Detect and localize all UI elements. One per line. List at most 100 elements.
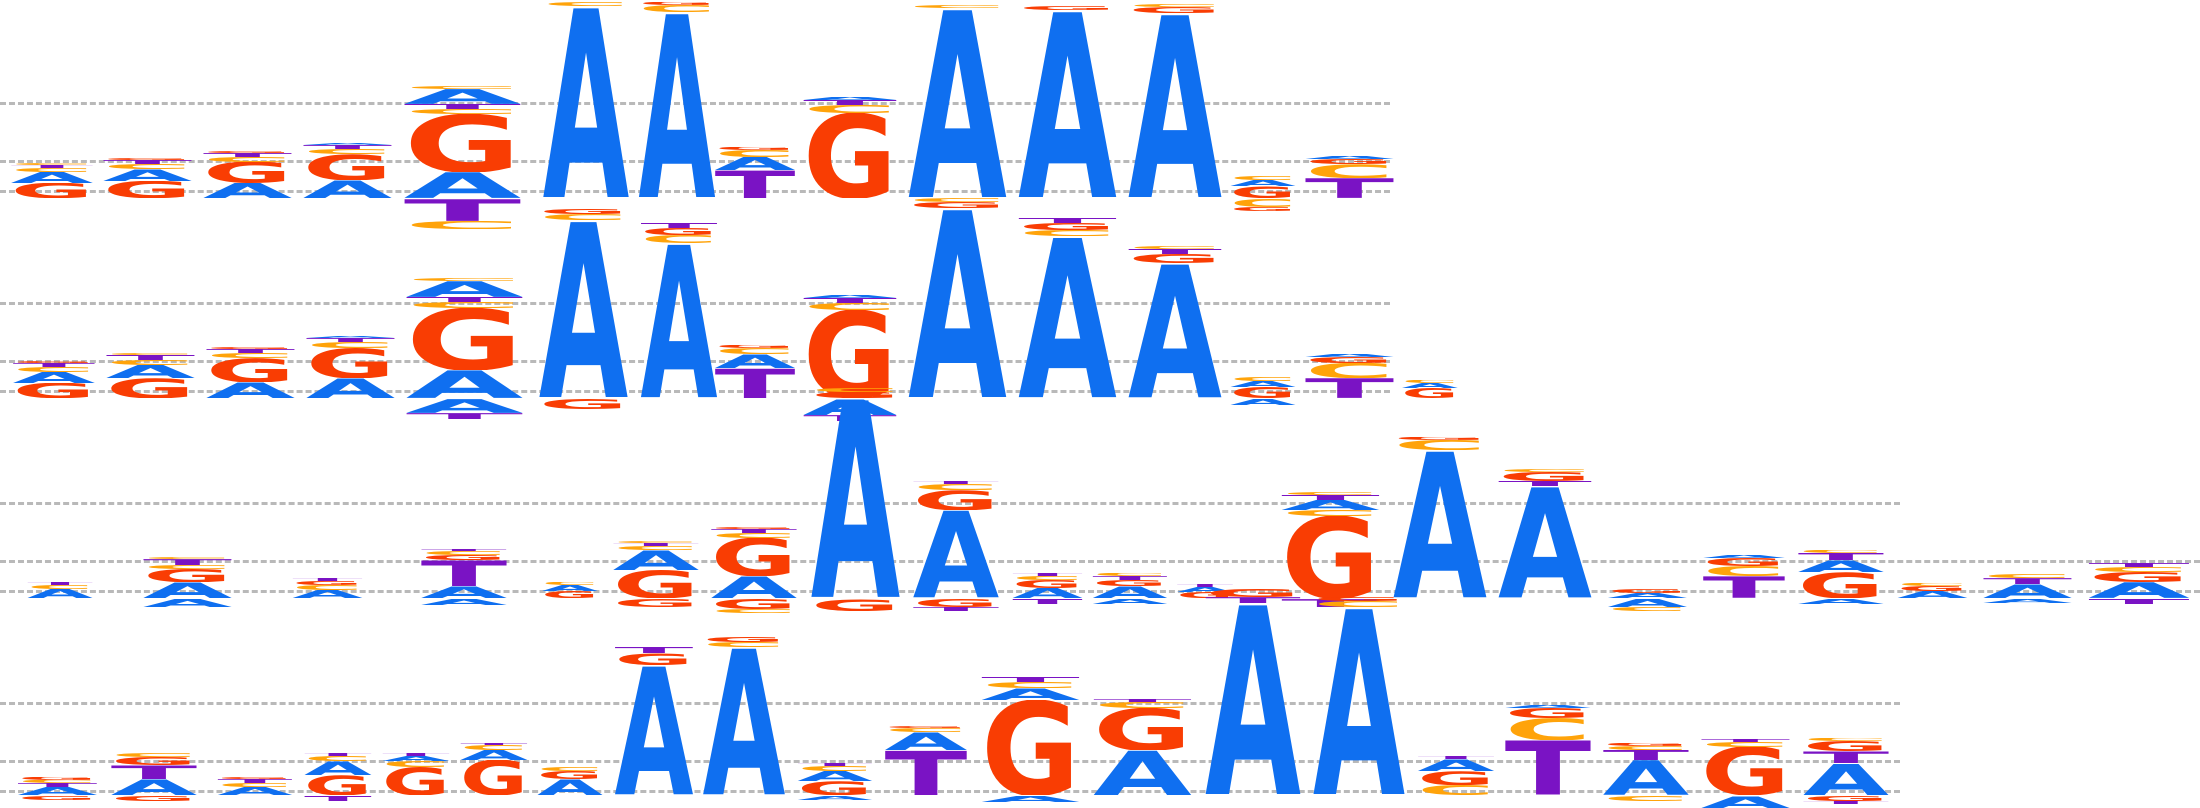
svg-text:G: G: [217, 777, 292, 779]
logo-letter-G: G: [203, 347, 298, 349]
logo-letter-G: G: [638, 228, 720, 235]
logo-letter-G: G: [1015, 223, 1120, 230]
svg-text:A: A: [908, 8, 1007, 198]
svg-text:A: A: [18, 787, 98, 795]
svg-text:C: C: [11, 168, 94, 172]
svg-text:C: C: [981, 682, 1080, 688]
svg-text:G: G: [1177, 592, 1233, 598]
logo-letter-C: C: [1125, 246, 1225, 249]
svg-text:A: A: [1505, 705, 1593, 708]
logo-letter-A: A: [1502, 705, 1594, 708]
logo-letter-A: A: [303, 378, 398, 398]
logo-letter-G: G: [1228, 207, 1298, 211]
logo-letter-A: A: [458, 750, 530, 760]
logo-letter-T: T: [1175, 584, 1235, 587]
logo-letter-C: C: [1390, 440, 1490, 450]
svg-text:T: T: [18, 783, 98, 787]
svg-text:T: T: [421, 549, 509, 551]
svg-text:A: A: [1177, 587, 1233, 592]
logo-letter-A: A: [712, 354, 798, 368]
svg-text:C: C: [1012, 576, 1083, 580]
svg-text:A: A: [1402, 383, 1458, 388]
svg-text:A: A: [539, 220, 628, 398]
svg-text:T: T: [1803, 751, 1889, 763]
logo-letter-A: A: [1700, 555, 1788, 558]
logo-letter-A: A: [1228, 399, 1298, 405]
logo-letter-C: C: [905, 198, 1010, 202]
logo-letter-G: G: [215, 777, 295, 779]
svg-text:G: G: [613, 599, 699, 607]
svg-text:T: T: [292, 578, 363, 581]
logo-letter-T: T: [910, 607, 1002, 611]
svg-text:T: T: [206, 349, 296, 353]
svg-text:C: C: [304, 756, 372, 761]
svg-text:G: G: [1897, 586, 1968, 591]
svg-text:G: G: [1305, 357, 1394, 363]
svg-text:G: G: [640, 228, 717, 235]
svg-text:G: G: [1205, 589, 1301, 597]
svg-text:A: A: [2088, 582, 2190, 598]
logo-letter-A: A: [795, 796, 875, 800]
logo-letter-T: T: [712, 170, 798, 198]
svg-text:A: A: [303, 180, 393, 198]
logo-letter-T: T: [1700, 576, 1788, 598]
svg-text:C: C: [539, 214, 628, 220]
dashed-gridline: [0, 502, 1900, 505]
svg-text:A: A: [1230, 381, 1297, 387]
logo-letter-G: G: [10, 383, 98, 398]
logo-letter-G: G: [140, 569, 235, 582]
logo-letter-C: C: [1495, 469, 1595, 472]
svg-text:G: G: [143, 569, 232, 582]
svg-text:A: A: [1701, 796, 1791, 808]
logo-letter-T: T: [1010, 599, 1085, 604]
svg-text:G: G: [913, 490, 999, 510]
logo-letter-A: A: [1090, 586, 1170, 598]
svg-text:C: C: [711, 533, 797, 538]
svg-text:G: G: [1012, 580, 1083, 588]
logo-letter-G: G: [1302, 159, 1397, 164]
svg-text:T: T: [203, 153, 293, 157]
svg-text:T: T: [981, 677, 1080, 682]
logo-letter-C: C: [1125, 4, 1225, 7]
logo-letter-C: C: [400, 221, 525, 229]
svg-text:T: T: [640, 223, 718, 228]
logo-letter-C: C: [638, 235, 720, 243]
svg-text:T: T: [803, 415, 897, 421]
logo-letter-C: C: [905, 5, 1010, 8]
svg-text:G: G: [13, 383, 96, 398]
svg-text:C: C: [292, 585, 363, 590]
svg-text:G: G: [1803, 796, 1889, 801]
svg-text:C: C: [913, 484, 999, 490]
logo-letter-C: C: [8, 168, 96, 172]
logo-letter-A: A: [1600, 760, 1692, 795]
svg-text:G: G: [1305, 159, 1394, 164]
svg-text:A: A: [1230, 180, 1297, 186]
logo-letter-A: A: [1015, 236, 1120, 398]
svg-text:C: C: [703, 642, 786, 647]
logo-letter-C: C: [458, 745, 530, 750]
svg-text:G: G: [539, 209, 628, 214]
svg-text:G: G: [638, 2, 715, 5]
logo-letter-C: C: [1310, 601, 1408, 607]
dashed-gridline: [0, 560, 2200, 563]
svg-text:T: T: [1603, 750, 1690, 760]
svg-text:C: C: [406, 278, 524, 281]
svg-text:C: C: [1603, 746, 1689, 750]
svg-text:G: G: [382, 767, 450, 795]
svg-text:T: T: [304, 753, 372, 756]
logo-letter-A: A: [8, 172, 96, 183]
logo-letter-A: A: [905, 208, 1010, 398]
svg-text:T: T: [803, 100, 897, 105]
logo-letter-A: A: [808, 398, 903, 598]
svg-text:G: G: [306, 348, 395, 378]
logo-letter-C: C: [418, 551, 510, 555]
svg-text:C: C: [1417, 785, 1494, 795]
svg-text:C: C: [1897, 583, 1968, 586]
svg-text:G: G: [1128, 7, 1222, 13]
logo-letter-C: C: [1400, 380, 1460, 383]
svg-text:G: G: [2088, 572, 2190, 582]
svg-text:G: G: [908, 202, 1007, 208]
logo-letter-A: A: [418, 599, 510, 605]
svg-text:C: C: [143, 557, 232, 559]
svg-text:A: A: [711, 576, 798, 598]
